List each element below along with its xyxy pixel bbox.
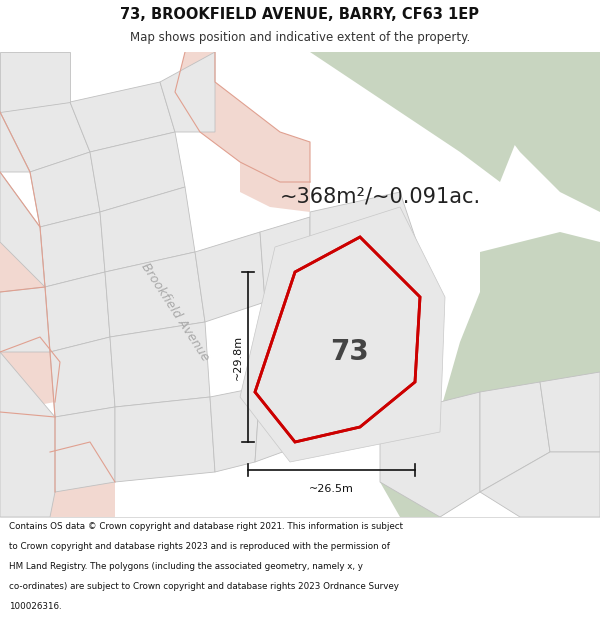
Polygon shape — [480, 452, 600, 517]
Polygon shape — [210, 387, 260, 472]
Polygon shape — [175, 52, 310, 182]
Text: ~368m²/~0.091ac.: ~368m²/~0.091ac. — [280, 187, 481, 207]
Text: Contains OS data © Crown copyright and database right 2021. This information is : Contains OS data © Crown copyright and d… — [9, 522, 403, 531]
Polygon shape — [440, 232, 600, 472]
Polygon shape — [255, 372, 310, 462]
Polygon shape — [0, 337, 60, 412]
Polygon shape — [50, 337, 115, 417]
Text: ~29.8m: ~29.8m — [233, 334, 243, 379]
Polygon shape — [110, 322, 210, 407]
Polygon shape — [0, 102, 90, 172]
Polygon shape — [0, 232, 50, 292]
Polygon shape — [260, 287, 310, 387]
Polygon shape — [310, 342, 440, 442]
Polygon shape — [480, 382, 550, 492]
Text: 100026316.: 100026316. — [9, 602, 62, 611]
Polygon shape — [40, 212, 105, 287]
Polygon shape — [380, 402, 480, 517]
Polygon shape — [240, 207, 445, 462]
Polygon shape — [0, 287, 50, 352]
Polygon shape — [160, 52, 215, 132]
Polygon shape — [30, 152, 100, 227]
Text: 73, BROOKFIELD AVENUE, BARRY, CF63 1EP: 73, BROOKFIELD AVENUE, BARRY, CF63 1EP — [121, 7, 479, 22]
Polygon shape — [240, 162, 310, 212]
Text: 73: 73 — [331, 338, 370, 366]
Polygon shape — [0, 172, 45, 287]
Polygon shape — [100, 187, 195, 272]
Polygon shape — [0, 52, 70, 112]
Polygon shape — [105, 252, 205, 337]
Polygon shape — [50, 407, 115, 492]
Text: co-ordinates) are subject to Crown copyright and database rights 2023 Ordnance S: co-ordinates) are subject to Crown copyr… — [9, 582, 399, 591]
Polygon shape — [440, 52, 600, 212]
Polygon shape — [70, 82, 175, 152]
Polygon shape — [50, 442, 115, 517]
Polygon shape — [0, 112, 30, 172]
Polygon shape — [0, 352, 55, 517]
Polygon shape — [90, 132, 185, 212]
Text: HM Land Registry. The polygons (including the associated geometry, namely x, y: HM Land Registry. The polygons (includin… — [9, 562, 363, 571]
Polygon shape — [45, 272, 110, 352]
Polygon shape — [380, 392, 480, 517]
Polygon shape — [195, 232, 265, 322]
Text: to Crown copyright and database rights 2023 and is reproduced with the permissio: to Crown copyright and database rights 2… — [9, 542, 390, 551]
Polygon shape — [260, 217, 310, 302]
Text: Map shows position and indicative extent of the property.: Map shows position and indicative extent… — [130, 31, 470, 44]
Polygon shape — [115, 397, 215, 482]
Polygon shape — [310, 252, 430, 372]
Polygon shape — [310, 52, 520, 182]
Text: ~26.5m: ~26.5m — [309, 484, 354, 494]
Polygon shape — [310, 192, 420, 287]
Polygon shape — [540, 372, 600, 452]
Text: Brookfield Avenue: Brookfield Avenue — [139, 261, 212, 364]
